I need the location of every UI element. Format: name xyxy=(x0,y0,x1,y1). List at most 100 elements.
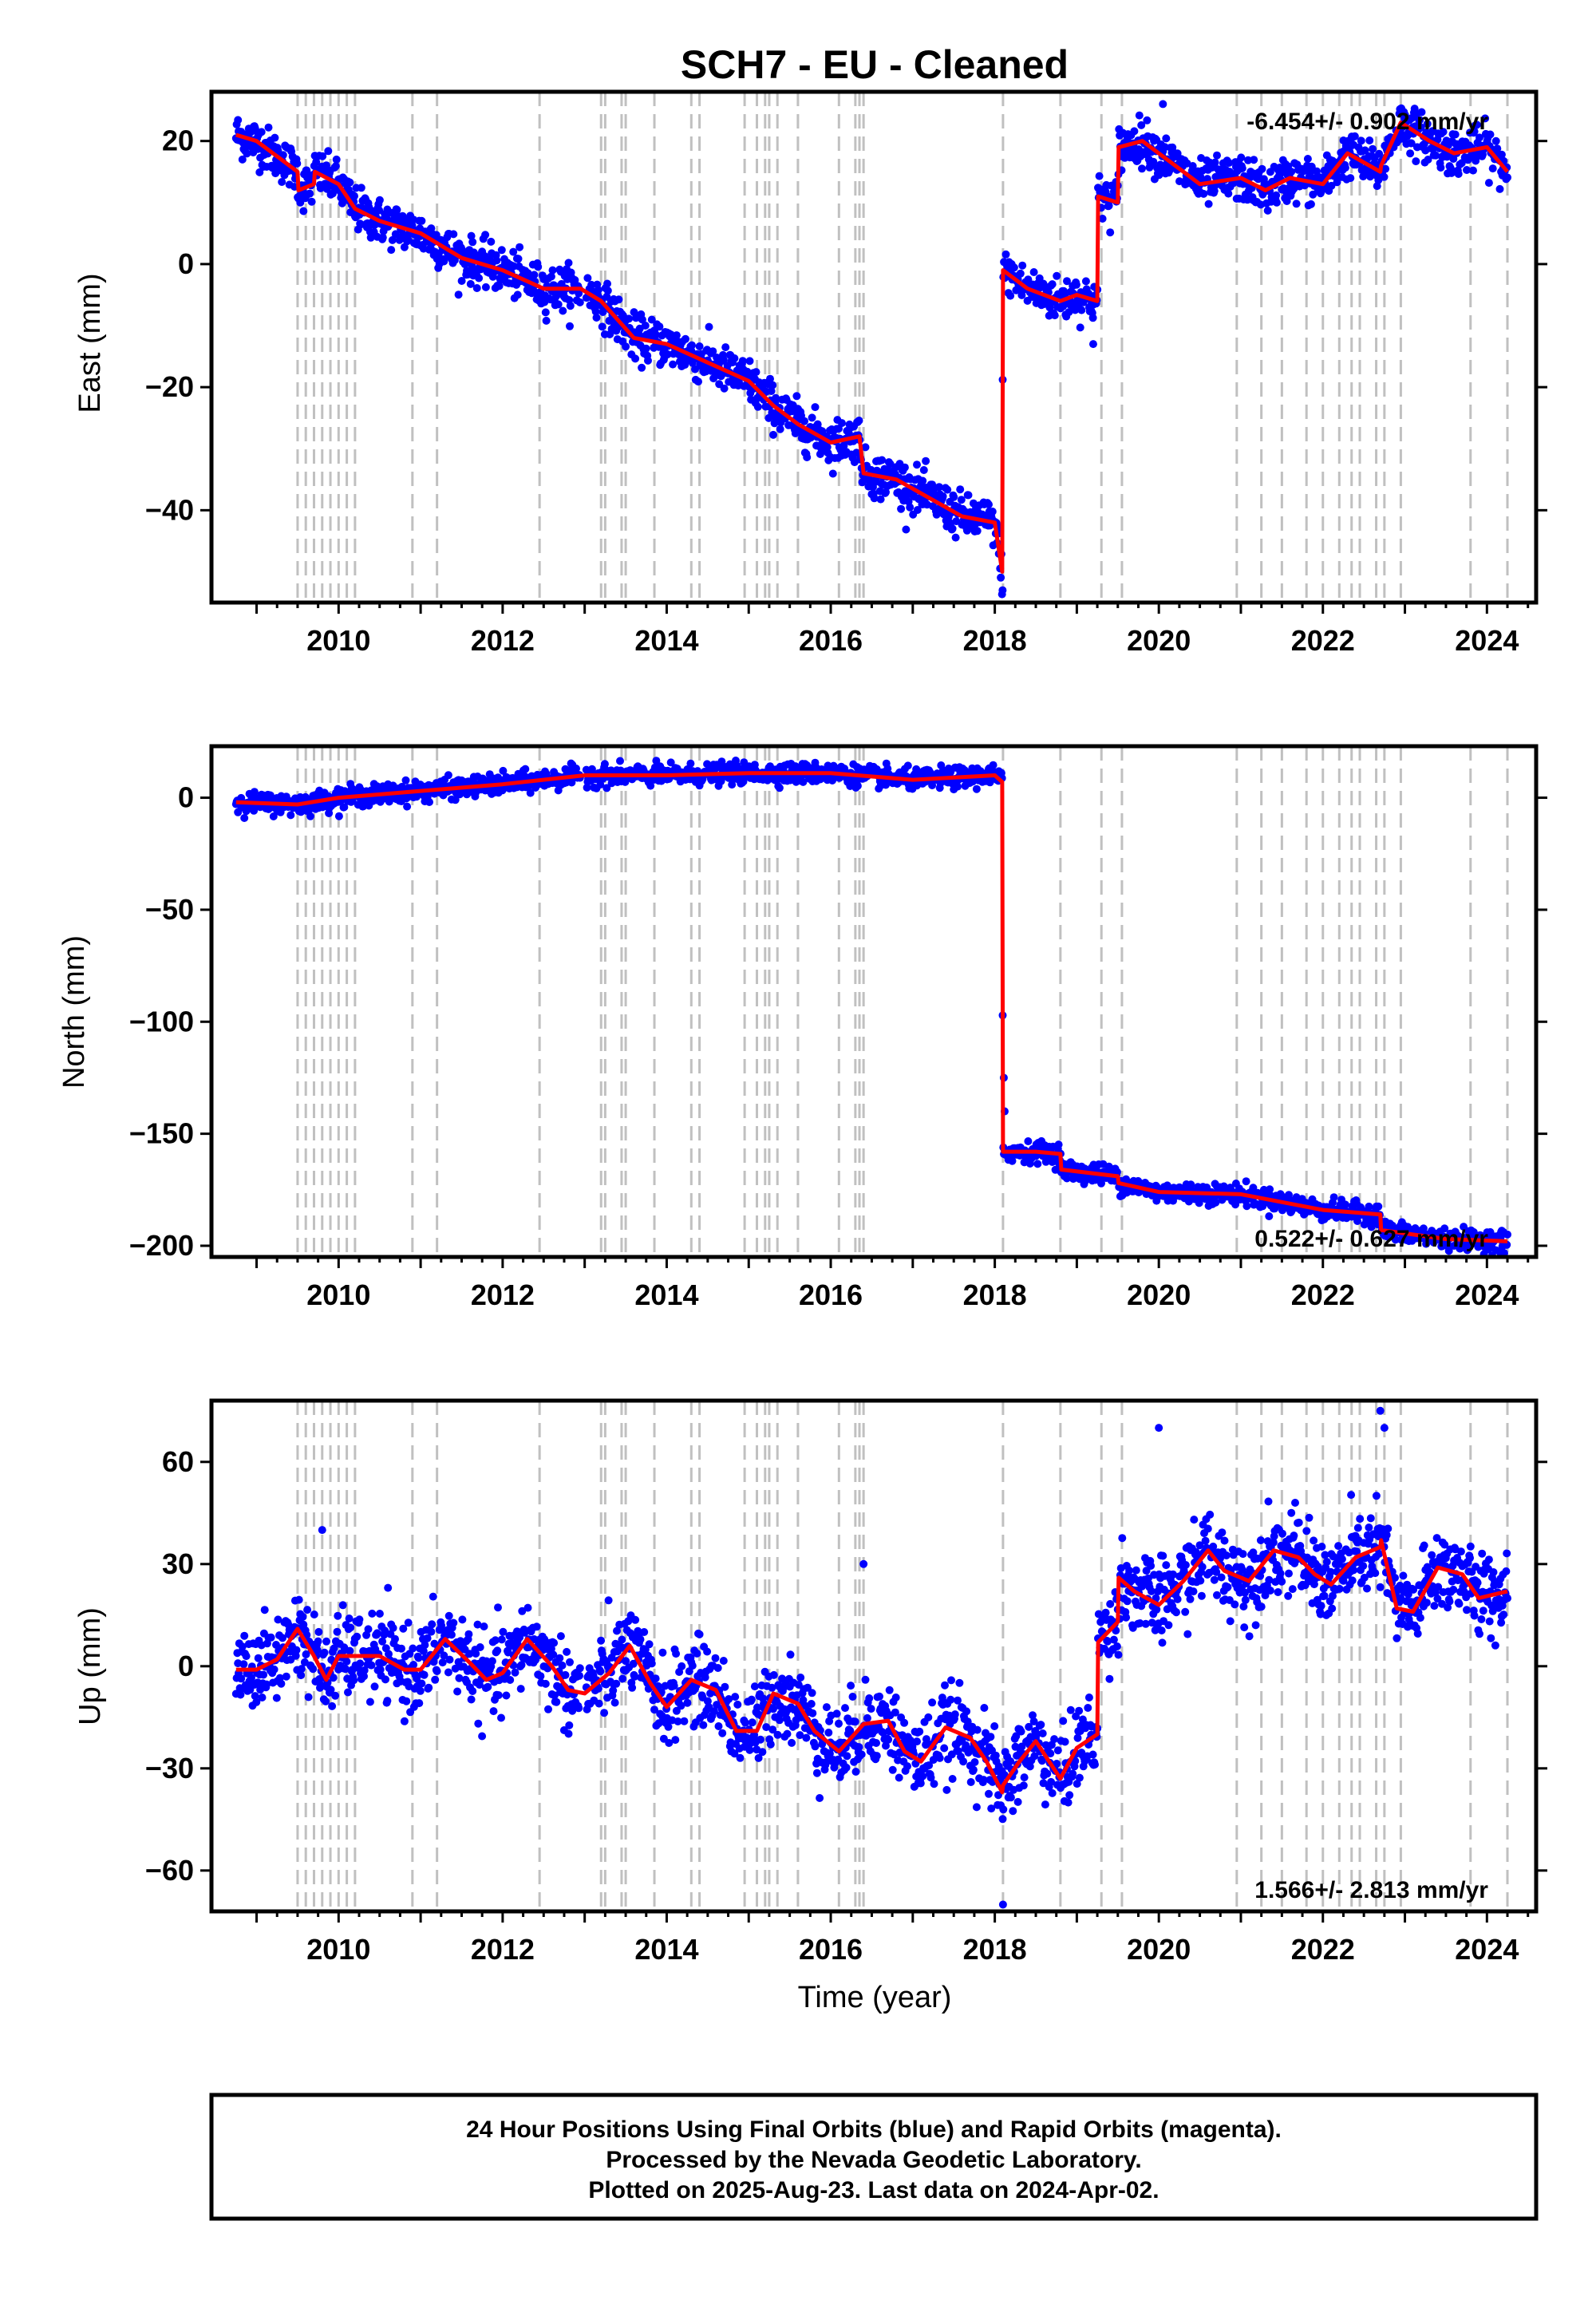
data-point xyxy=(1374,1202,1383,1211)
data-point xyxy=(383,1697,392,1705)
data-point xyxy=(277,1679,286,1688)
data-point xyxy=(438,1658,447,1667)
data-point xyxy=(444,1611,453,1620)
data-point xyxy=(345,1614,354,1622)
data-point xyxy=(663,350,672,358)
data-point xyxy=(644,356,652,365)
data-point xyxy=(878,456,887,464)
data-point xyxy=(536,1672,545,1681)
data-point xyxy=(272,1694,281,1702)
data-point xyxy=(466,279,475,288)
data-point xyxy=(1095,172,1104,180)
data-point xyxy=(985,500,993,509)
data-point xyxy=(350,192,358,200)
x-tick-label: 2024 xyxy=(1455,1279,1519,1311)
data-point xyxy=(400,1717,409,1725)
data-point xyxy=(346,1623,355,1632)
data-point xyxy=(421,1641,429,1650)
data-point xyxy=(1224,189,1233,198)
data-point xyxy=(314,1637,322,1646)
data-point xyxy=(465,1650,474,1658)
data-point xyxy=(1381,164,1390,173)
data-point xyxy=(1076,323,1084,332)
data-point xyxy=(393,205,401,214)
data-point xyxy=(1367,1223,1376,1231)
chart-title: SCH7 - EU - Cleaned xyxy=(681,42,1069,87)
data-point xyxy=(640,1628,649,1636)
data-point xyxy=(997,573,1005,582)
data-point xyxy=(956,485,965,494)
data-point xyxy=(481,283,490,291)
data-point xyxy=(1001,250,1010,259)
data-point xyxy=(566,1658,574,1666)
data-point xyxy=(948,524,957,533)
data-point xyxy=(1263,206,1272,215)
data-point xyxy=(651,330,660,338)
data-point xyxy=(876,495,885,504)
data-point xyxy=(745,357,754,366)
data-point xyxy=(440,1651,448,1660)
x-tick-label: 2012 xyxy=(471,1279,535,1311)
data-point xyxy=(509,247,518,256)
ticks-north xyxy=(200,796,1547,1268)
data-point xyxy=(1242,1177,1250,1186)
data-point xyxy=(1149,157,1158,166)
data-point xyxy=(972,785,981,793)
data-point xyxy=(566,302,575,310)
data-point xyxy=(559,306,567,315)
data-point xyxy=(1006,291,1015,300)
data-point xyxy=(753,402,762,411)
step-lines-north xyxy=(296,746,1509,1257)
data-point xyxy=(1258,164,1266,173)
data-point xyxy=(1098,215,1107,223)
data-point xyxy=(338,1601,347,1610)
data-point xyxy=(502,1691,511,1700)
data-point xyxy=(381,1626,389,1635)
data-point xyxy=(495,282,504,290)
data-point xyxy=(776,425,784,433)
data-point xyxy=(1054,1140,1063,1149)
data-point xyxy=(549,1650,558,1659)
data-point xyxy=(628,1683,637,1692)
data-point xyxy=(368,1609,377,1618)
model-line-east xyxy=(235,121,1509,574)
data-point xyxy=(1365,136,1374,144)
data-point xyxy=(598,322,606,331)
data-point xyxy=(457,277,466,285)
data-point xyxy=(1391,1235,1400,1244)
data-point xyxy=(1008,1156,1017,1165)
data-point xyxy=(417,1679,426,1688)
data-point xyxy=(350,1676,358,1685)
data-point xyxy=(236,1690,245,1699)
data-point xyxy=(356,1659,365,1668)
data-point xyxy=(243,149,251,158)
data-point xyxy=(417,216,426,225)
data-point xyxy=(478,1732,487,1741)
data-point xyxy=(238,155,247,164)
data-point xyxy=(882,488,890,496)
data-point xyxy=(328,1701,337,1710)
data-point xyxy=(322,1697,330,1705)
data-point xyxy=(638,363,646,372)
data-point xyxy=(484,1682,492,1691)
data-point xyxy=(803,453,812,461)
data-point xyxy=(420,1670,429,1679)
data-point xyxy=(547,272,555,281)
data-point xyxy=(449,1618,458,1627)
x-tick-label: 2016 xyxy=(799,624,863,657)
x-tick-label: 2014 xyxy=(634,624,698,657)
data-point xyxy=(603,287,612,295)
data-point xyxy=(1416,116,1424,124)
data-point xyxy=(1097,1179,1105,1188)
data-point xyxy=(1341,1200,1349,1209)
data-point xyxy=(950,492,958,501)
data-point xyxy=(467,231,476,240)
y-tick-label: −100 xyxy=(129,1005,194,1037)
data-point xyxy=(1440,1224,1449,1233)
data-point xyxy=(1199,189,1208,198)
data-point xyxy=(964,491,973,500)
data-point xyxy=(497,246,506,255)
data-point xyxy=(1493,144,1502,153)
data-point xyxy=(514,255,523,263)
data-point xyxy=(419,1646,428,1655)
